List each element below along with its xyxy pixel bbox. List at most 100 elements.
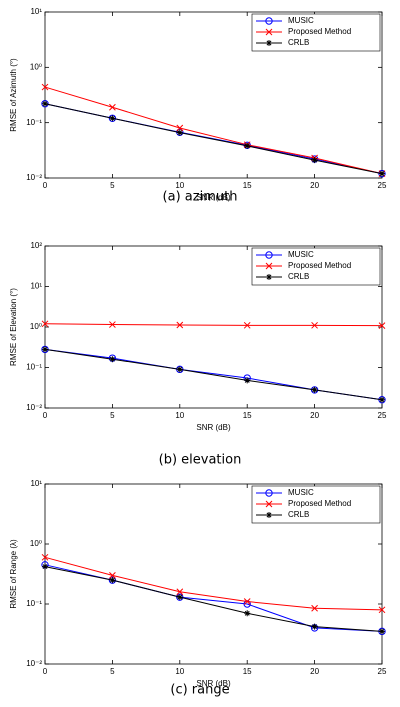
series-line [44,556,383,611]
marker [243,321,251,329]
caption: (b) elevation [159,453,242,468]
x-tick-label: 5 [110,667,115,676]
x-axis-label: SNR (dB) [196,423,231,432]
marker [266,40,272,46]
series-line [44,564,383,632]
marker [109,577,116,584]
x-axis-label: SNR (dB) [196,679,231,688]
legend-label: Proposed Method [288,27,351,36]
y-tick-label: 10⁰ [30,62,42,71]
marker [311,321,318,329]
marker [311,604,318,612]
marker [378,322,386,329]
marker [265,489,273,497]
marker [41,553,49,561]
marker [109,356,116,363]
marker [42,346,48,353]
x-tick-label: 25 [378,181,387,190]
marker [244,377,251,384]
marker [243,600,251,608]
series-line [44,103,383,175]
x-tick-label: 5 [110,411,115,420]
legend-label: CRLB [288,38,309,47]
x-tick-label: 10 [175,181,184,190]
x-tick-label: 0 [43,411,48,420]
y-tick-label: 10⁻² [26,173,42,182]
marker [311,623,318,630]
y-tick-label: 10⁻¹ [26,363,42,372]
x-tick-label: 25 [378,411,387,420]
caption: (a) azimuth [163,190,238,205]
y-tick-label: 10⁰ [30,322,42,331]
y-tick-label: 10⁻² [26,403,42,412]
x-tick-label: 15 [243,181,252,190]
legend-label: CRLB [288,272,309,281]
marker [243,598,251,605]
marker [265,28,273,36]
marker [176,321,184,329]
y-tick-label: 10¹ [30,479,42,488]
legend-label: MUSIC [288,250,314,259]
x-tick-label: 10 [175,667,184,676]
y-tick-label: 10² [30,241,42,250]
plot-area [44,483,383,665]
marker [311,157,318,164]
x-tick-label: 20 [310,411,319,420]
y-tick-label: 10¹ [30,7,42,16]
marker [266,274,272,280]
x-tick-label: 0 [43,667,48,676]
x-tick-label: 15 [243,411,252,420]
marker [109,103,116,111]
marker [108,114,117,122]
series-line [44,323,383,327]
marker [108,576,117,584]
marker [109,321,116,328]
marker [378,169,386,178]
marker [41,100,49,108]
legend-label: MUSIC [288,488,314,497]
y-axis-label: RMSE of Azimuth (°) [9,58,18,132]
marker [379,628,385,635]
y-axis-label: RMSE of Range (λ) [9,539,18,609]
series-line [44,348,383,401]
marker [176,594,183,601]
series-line [44,86,383,175]
marker [379,170,385,177]
x-tick-label: 5 [110,181,115,190]
marker [379,396,385,403]
y-tick-label: 10¹ [30,282,42,291]
x-tick-label: 15 [243,667,252,676]
x-axis-label: SNR (dB) [196,193,231,202]
x-tick-label: 20 [310,181,319,190]
marker [176,124,184,132]
y-tick-label: 10⁻² [26,659,42,668]
marker [176,588,184,596]
y-tick-label: 10⁻¹ [26,118,42,127]
x-tick-label: 0 [43,181,48,190]
marker [244,610,251,617]
x-tick-label: 20 [310,667,319,676]
y-tick-label: 10⁰ [30,539,42,548]
marker [244,142,251,149]
marker [41,320,49,328]
plot-area [44,11,383,179]
marker [42,100,48,107]
marker [109,572,116,579]
marker [176,129,183,136]
marker [378,606,386,614]
x-tick-label: 25 [378,667,387,676]
legend-label: Proposed Method [288,499,351,508]
marker [176,593,184,601]
x-tick-label: 10 [175,411,184,420]
marker [265,500,273,508]
caption: (c) range [170,683,229,698]
legend-label: CRLB [288,510,309,519]
marker [41,83,49,91]
legend-label: Proposed Method [288,261,351,270]
marker [265,251,273,259]
y-axis-label: RMSE of Elevation (°) [9,288,18,366]
marker [311,386,318,393]
marker [176,366,183,373]
